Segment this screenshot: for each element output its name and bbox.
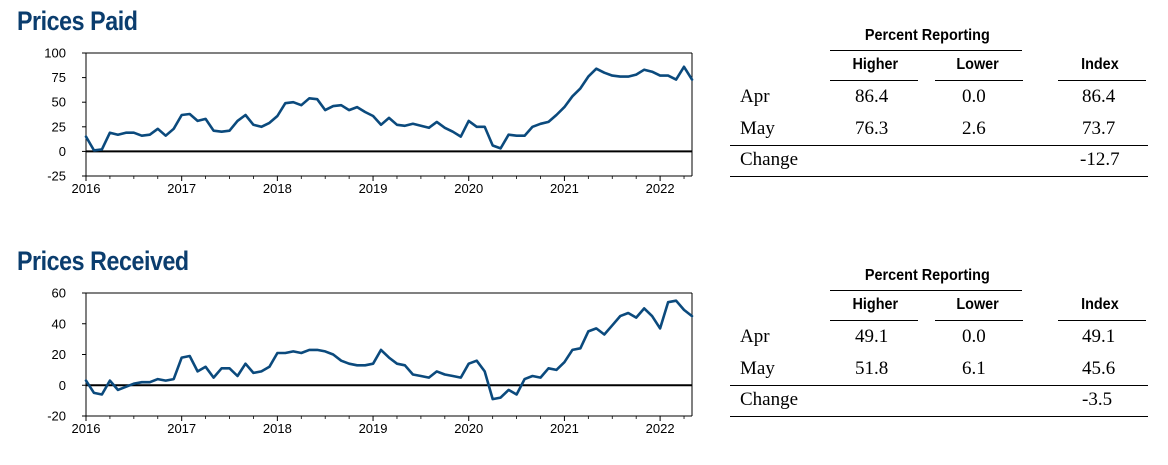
apr-index: 49.1 [1082,326,1116,347]
change-top-rule [730,145,1148,146]
change-index: -3.5 [1082,389,1113,410]
percent-reporting-header: Percent Reporting [864,267,990,284]
y-tick-label: 0 [59,144,66,159]
y-tick-label: 60 [52,286,66,301]
x-tick-label: 2019 [359,421,388,436]
column-header-higher: Higher [852,296,899,313]
column-header-rule-higher [830,320,918,321]
row-label-apr: Apr [740,86,770,107]
percent-reporting-header: Percent Reporting [864,27,990,44]
row-label-change: Change [740,149,799,170]
x-tick-label: 2020 [454,421,483,436]
change-top-rule [730,385,1148,386]
apr-higher: 86.4 [855,86,889,107]
series-line [84,65,694,152]
x-tick-label: 2022 [646,421,675,436]
apr-index: 86.4 [1082,86,1116,107]
x-tick-label: 2017 [167,181,196,196]
may-index: 45.6 [1082,358,1116,379]
group-header-rule [830,290,1022,291]
column-header-index: Index [1081,56,1119,73]
column-header-lower: Lower [956,296,999,313]
may-higher: 51.8 [855,358,889,379]
y-tick-label: 20 [52,347,66,362]
column-header-rule-index [1058,320,1146,321]
x-tick-label: 2018 [263,421,292,436]
y-tick-label: 75 [52,70,66,85]
y-tick-label: 50 [52,95,66,110]
row-label-apr: Apr [740,326,770,347]
column-header-rule-higher [830,80,918,81]
x-tick-label: 2018 [263,181,292,196]
may-lower: 2.6 [962,118,986,139]
prices-received-chart: -20 0 20 40 60 2016 2017 2018 2019 2020 2021 2022 [47,286,694,436]
may-index: 73.7 [1082,118,1116,139]
column-header-rule-lower [935,80,1023,81]
column-header-index: Index [1081,296,1119,313]
x-tick-label: 2016 [72,181,101,196]
change-bottom-rule [730,176,1148,177]
row-label-change: Change [740,389,799,410]
x-tick-label: 2019 [359,181,388,196]
prices-received-panel: Prices Received -20 0 20 40 60 2016 2017 2018 20… [0,240,1168,465]
panel-title: Prices Paid [17,6,138,36]
column-header-higher: Higher [852,56,899,73]
x-tick-label: 2021 [550,181,579,196]
y-tick-label: 25 [52,119,66,134]
x-tick-label: 2017 [167,421,196,436]
apr-higher: 49.1 [855,326,889,347]
x-tick-label: 2022 [646,181,675,196]
y-tick-label: -25 [47,169,66,184]
column-header-rule-lower [935,320,1023,321]
x-tick-label: 2016 [72,421,101,436]
column-header-rule-index [1058,80,1146,81]
prices-paid-table: Percent Reporting Higher Lower Index Apr… [730,24,1150,184]
y-tick-label: 40 [52,316,66,331]
x-tick-label: 2021 [550,421,579,436]
change-bottom-rule [730,416,1148,417]
y-tick-label: 100 [44,46,66,61]
panel-title: Prices Received [17,246,189,276]
prices-paid-chart: -25 0 25 50 75 100 2016 2017 2018 2019 2020 2021 202… [44,46,694,196]
may-higher: 76.3 [855,118,889,139]
column-header-lower: Lower [956,56,999,73]
y-tick-label: -20 [47,409,66,424]
change-index: -12.7 [1080,149,1120,170]
prices-paid-panel: Prices Paid -25 0 25 50 75 100 2016 2017 2018 201… [0,0,1168,225]
series-line [84,299,694,401]
prices-received-table: Percent Reporting Higher Lower Index Apr… [730,264,1150,424]
group-header-rule [830,50,1022,51]
may-lower: 6.1 [962,358,986,379]
apr-lower: 0.0 [962,86,986,107]
y-tick-label: 0 [59,378,66,393]
x-tick-label: 2020 [454,181,483,196]
apr-lower: 0.0 [962,326,986,347]
row-label-may: May [740,118,775,139]
row-label-may: May [740,358,775,379]
